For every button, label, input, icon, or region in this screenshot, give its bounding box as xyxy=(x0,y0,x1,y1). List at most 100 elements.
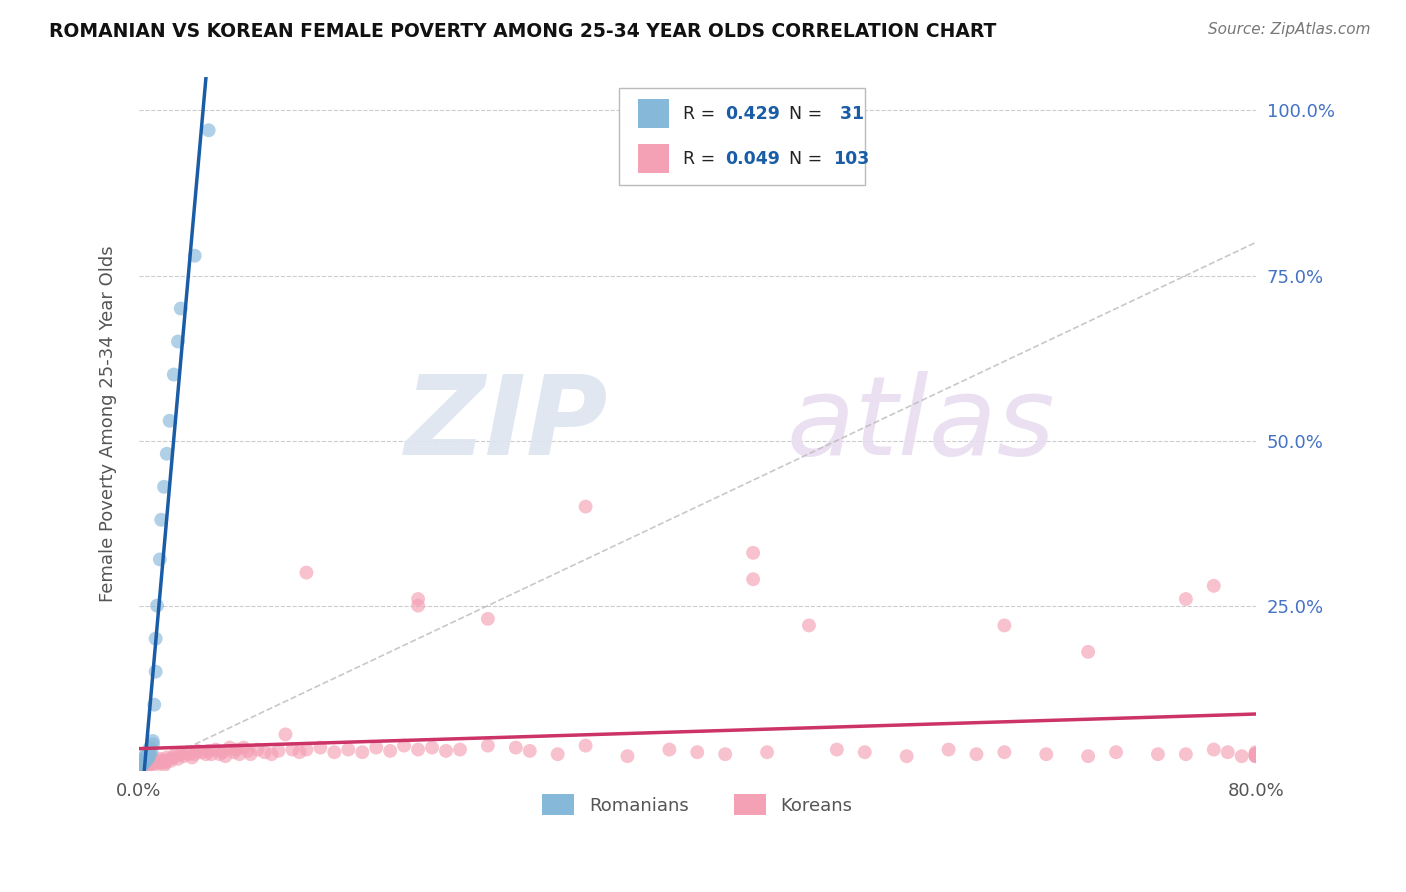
Point xyxy=(139,754,162,768)
Point xyxy=(896,749,918,764)
Text: Source: ZipAtlas.com: Source: ZipAtlas.com xyxy=(1208,22,1371,37)
Point xyxy=(574,500,596,514)
Point xyxy=(1244,749,1267,764)
Point xyxy=(406,742,429,756)
Text: N =: N = xyxy=(789,105,823,123)
Point xyxy=(134,750,156,764)
Point xyxy=(505,740,527,755)
Point xyxy=(167,334,190,349)
Point xyxy=(146,756,169,770)
Point xyxy=(232,740,254,755)
Point xyxy=(156,447,179,461)
Point xyxy=(197,744,219,758)
Point xyxy=(214,749,236,764)
Point xyxy=(323,745,346,759)
Point xyxy=(1174,592,1197,607)
Point xyxy=(295,566,318,580)
Point xyxy=(139,740,162,755)
Y-axis label: Female Poverty Among 25-34 Year Olds: Female Poverty Among 25-34 Year Olds xyxy=(100,246,117,602)
Point xyxy=(1077,645,1099,659)
Point xyxy=(686,745,709,759)
Point xyxy=(378,744,401,758)
Point xyxy=(1244,749,1267,764)
Point xyxy=(825,742,848,756)
Point xyxy=(1077,749,1099,764)
Point xyxy=(253,745,276,759)
Point xyxy=(1230,749,1253,764)
Point xyxy=(1244,745,1267,759)
Point xyxy=(616,749,638,764)
Point xyxy=(236,744,259,758)
Point xyxy=(186,744,208,758)
Point xyxy=(136,757,159,772)
Point xyxy=(181,750,204,764)
Point xyxy=(519,744,541,758)
Point xyxy=(420,740,443,755)
Point xyxy=(658,742,681,756)
Point xyxy=(150,513,173,527)
Point xyxy=(135,754,157,768)
Point xyxy=(156,754,179,768)
Text: 103: 103 xyxy=(834,150,870,168)
Point xyxy=(756,745,779,759)
Point xyxy=(138,750,160,764)
Point xyxy=(1147,747,1170,762)
Point xyxy=(274,727,297,741)
Point xyxy=(406,599,429,613)
Text: R =: R = xyxy=(683,150,720,168)
Point xyxy=(204,742,226,756)
Point xyxy=(134,756,156,770)
Point xyxy=(135,758,157,772)
Point xyxy=(194,747,217,762)
Point xyxy=(366,740,388,755)
Point xyxy=(938,742,960,756)
Point xyxy=(129,760,152,774)
Point xyxy=(434,744,457,758)
Legend: Romanians, Koreans: Romanians, Koreans xyxy=(533,785,862,824)
Text: R =: R = xyxy=(683,105,720,123)
Point xyxy=(152,754,174,768)
Point xyxy=(239,747,262,762)
Point xyxy=(1244,747,1267,762)
Point xyxy=(1202,579,1225,593)
Point xyxy=(352,745,374,759)
Point xyxy=(218,740,240,755)
Point xyxy=(197,123,219,137)
Point xyxy=(160,754,183,768)
Point xyxy=(200,747,222,762)
Point xyxy=(177,745,200,759)
Point xyxy=(1244,747,1267,762)
Point xyxy=(281,742,304,756)
Point xyxy=(165,747,187,762)
Point xyxy=(145,665,167,679)
Point xyxy=(163,368,186,382)
Point xyxy=(163,750,186,764)
Point xyxy=(714,747,737,762)
Text: 0.429: 0.429 xyxy=(725,105,780,123)
Point xyxy=(1244,749,1267,764)
FancyBboxPatch shape xyxy=(638,145,669,173)
Point xyxy=(222,745,245,759)
Point xyxy=(183,249,205,263)
Point xyxy=(143,754,166,768)
Point xyxy=(449,742,471,756)
Point xyxy=(853,745,876,759)
Point xyxy=(1035,747,1057,762)
Point xyxy=(153,758,176,772)
Point xyxy=(179,747,201,762)
Point xyxy=(965,747,987,762)
Point xyxy=(170,747,193,762)
Point xyxy=(131,758,153,772)
Point xyxy=(246,742,269,756)
Point xyxy=(167,752,190,766)
Point xyxy=(1202,742,1225,756)
Point xyxy=(208,747,231,762)
Point xyxy=(1216,745,1239,759)
Text: ZIP: ZIP xyxy=(405,370,607,477)
Point xyxy=(477,739,499,753)
FancyBboxPatch shape xyxy=(638,99,669,128)
Point xyxy=(156,750,179,764)
Point xyxy=(136,752,159,766)
Point xyxy=(138,744,160,758)
Point xyxy=(159,414,181,428)
